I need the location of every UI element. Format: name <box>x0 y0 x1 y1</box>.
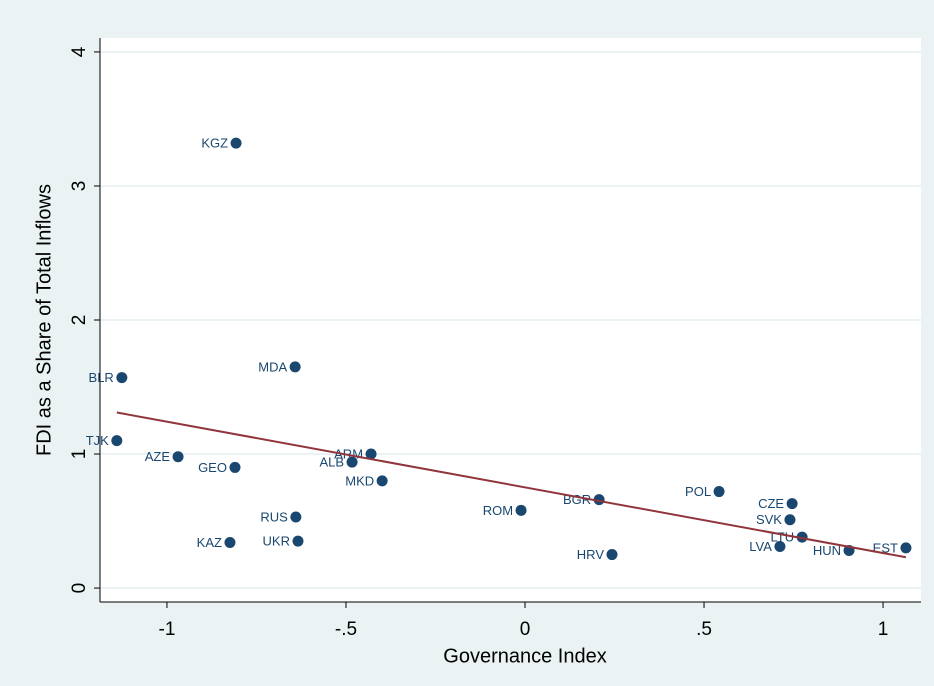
point-label: UKR <box>263 534 290 549</box>
point <box>713 486 725 498</box>
point-label: HUN <box>813 543 841 558</box>
point <box>230 137 242 149</box>
point-label: MKD <box>345 473 374 488</box>
point-label: CZE <box>758 496 784 511</box>
point <box>229 461 241 473</box>
point <box>796 531 808 543</box>
point <box>289 361 301 373</box>
point-label: ROM <box>483 503 513 518</box>
fit-line <box>116 411 907 559</box>
point-label: TJK <box>86 433 109 448</box>
point-label: ARM <box>334 446 363 461</box>
x-tick-label: -.5 <box>335 619 357 640</box>
point <box>784 514 796 526</box>
grid <box>101 50 921 590</box>
x-axis-title: Governance Index <box>443 645 606 667</box>
point <box>606 549 618 561</box>
point-label: AZE <box>145 449 171 464</box>
point-label: SVK <box>756 512 782 527</box>
point-label: KAZ <box>197 535 222 550</box>
point <box>116 372 128 384</box>
point <box>786 498 798 510</box>
point <box>774 541 786 553</box>
y-tick-label: 0 <box>69 583 90 594</box>
y-tick-label: 1 <box>69 449 90 460</box>
point <box>515 504 527 516</box>
point <box>292 535 304 547</box>
point <box>111 435 123 447</box>
x-tick-label: 1 <box>878 619 889 640</box>
point <box>376 475 388 487</box>
point-label: HRV <box>577 547 605 562</box>
point-label: RUS <box>260 509 288 524</box>
y-tick-label: 4 <box>69 46 90 57</box>
point-label: GEO <box>198 460 227 475</box>
point <box>346 456 358 468</box>
y-tick-label: 2 <box>69 315 90 326</box>
point-label: ALB <box>319 455 344 470</box>
y-tick-label: 3 <box>69 181 90 192</box>
point <box>172 451 184 463</box>
point-label: BLR <box>89 370 114 385</box>
x-tick-label: .5 <box>696 619 712 640</box>
point-label: LVA <box>749 539 772 554</box>
point <box>290 511 302 523</box>
x-tick-label: -1 <box>159 619 176 640</box>
point <box>900 542 912 554</box>
y-axis-title: FDI as a Share of Total Inflows <box>33 184 55 456</box>
point <box>224 536 236 548</box>
point-label: MDA <box>258 359 287 374</box>
point-label: KGZ <box>201 136 228 151</box>
point <box>365 448 377 460</box>
x-tick-label: 0 <box>520 619 531 640</box>
point-label: POL <box>685 484 711 499</box>
